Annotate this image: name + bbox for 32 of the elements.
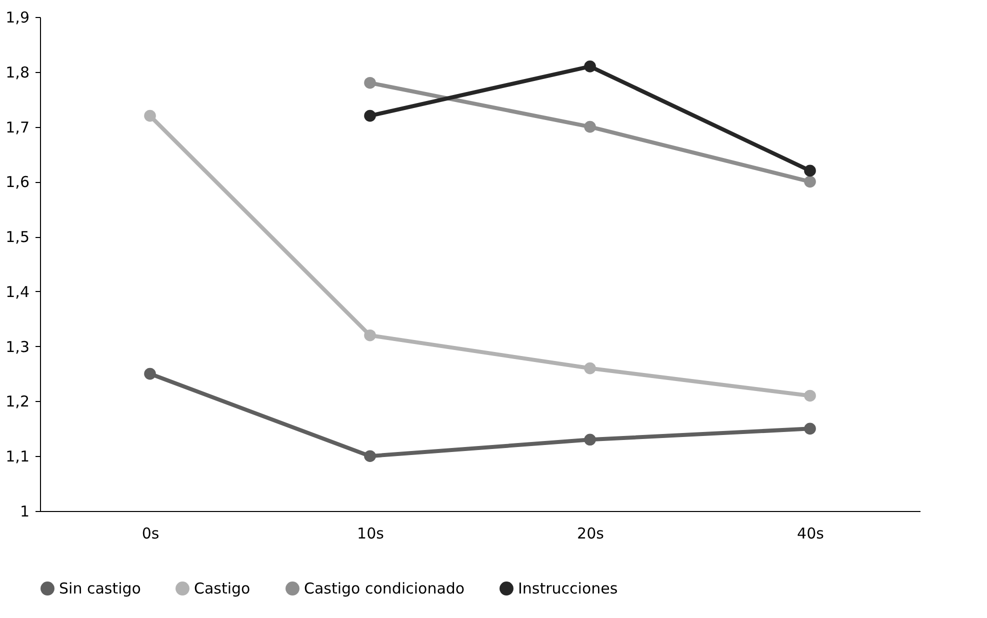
x-tick-label: 0s xyxy=(142,524,160,542)
x-tick-label: 20s xyxy=(577,524,604,542)
y-tick-label: 1 xyxy=(20,502,30,520)
y-tick-label: 1,7 xyxy=(6,118,30,136)
y-tick-label: 1,6 xyxy=(6,173,30,192)
point xyxy=(144,368,156,380)
point xyxy=(804,176,816,188)
point xyxy=(584,120,596,133)
point xyxy=(804,422,816,435)
point xyxy=(364,450,376,462)
point xyxy=(364,110,376,122)
point xyxy=(804,390,816,402)
point xyxy=(584,60,596,72)
legend-label: Castigo xyxy=(194,580,250,598)
y-tick-label: 1,2 xyxy=(6,392,30,411)
x-tick-label: 40s xyxy=(797,524,824,542)
y-tick-label: 1,5 xyxy=(6,228,30,246)
point xyxy=(144,110,156,122)
x-tick-label: 10s xyxy=(357,524,384,542)
y-tick-label: 1,4 xyxy=(6,282,30,301)
y-tick-label: 1,9 xyxy=(6,8,30,26)
legend-label: Castigo condicionado xyxy=(304,580,465,598)
point xyxy=(364,76,376,89)
point xyxy=(584,434,596,446)
legend-label: Sin castigo xyxy=(59,580,141,598)
point xyxy=(804,164,816,177)
legend-label: Instrucciones xyxy=(518,580,618,598)
y-tick-label: 1,8 xyxy=(6,63,30,82)
y-tick-label: 1,1 xyxy=(6,448,30,466)
y-tick-label: 1,3 xyxy=(6,338,30,356)
point xyxy=(584,362,596,374)
point xyxy=(364,329,376,342)
